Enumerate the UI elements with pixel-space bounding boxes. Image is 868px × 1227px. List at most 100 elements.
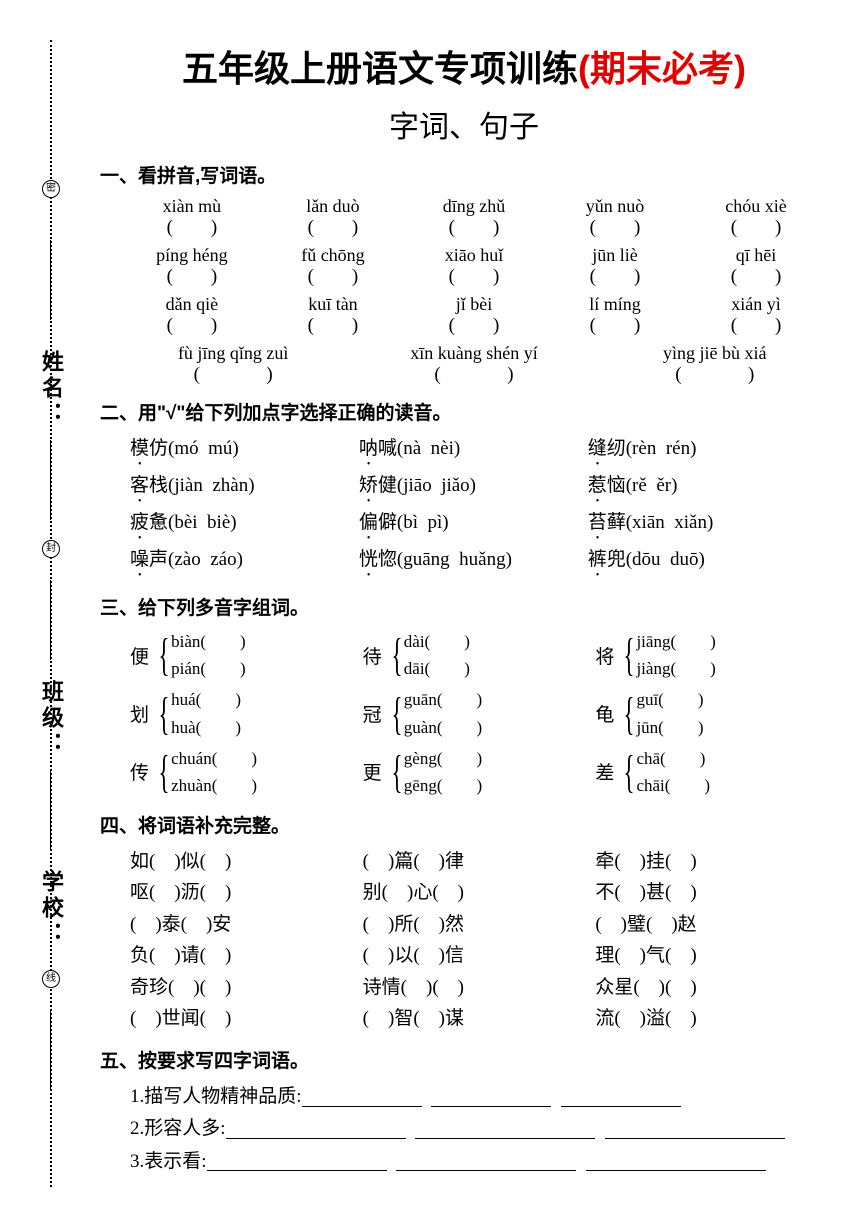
blank-line bbox=[396, 1153, 576, 1171]
pinyin: fù jīng qǐng zuì bbox=[130, 343, 336, 364]
fill-item: 牵( )挂( ) bbox=[595, 846, 828, 877]
blank: ( ) bbox=[130, 364, 336, 386]
poly-reading: dài( ) bbox=[404, 628, 470, 655]
seal-mi: 密 bbox=[42, 180, 60, 198]
poly-group: 冠{guān( )guàn( ) bbox=[363, 686, 596, 740]
blank: ( ) bbox=[130, 217, 254, 239]
blank-line bbox=[302, 1089, 422, 1107]
write-label: 3.表示看: bbox=[130, 1151, 207, 1172]
pinyin: lǎn duò bbox=[271, 196, 395, 217]
fill-item: ( )智( )谋 bbox=[363, 1003, 596, 1034]
pinyin: xiàn mù bbox=[130, 196, 254, 217]
poly-reading: chā( ) bbox=[636, 745, 710, 772]
blank-line bbox=[561, 1089, 681, 1107]
poly-char: 待 bbox=[363, 642, 382, 669]
fill-item: ( )璧( )赵 bbox=[595, 909, 828, 940]
choice-item: 模仿(mó mú) bbox=[130, 433, 359, 470]
blank: ( ) bbox=[412, 266, 536, 288]
poly-group: 将{jiāng( )jiàng( ) bbox=[595, 628, 828, 682]
paren-row: ( ) ( ) ( ) ( ) ( ) bbox=[100, 217, 828, 239]
brace-icon: { bbox=[159, 634, 170, 675]
poly-readings: jiāng( )jiàng( ) bbox=[636, 628, 715, 682]
write-label: 2.形容人多: bbox=[130, 1118, 226, 1139]
fill-item: 不( )甚( ) bbox=[595, 877, 828, 908]
choice-item: 呐喊(nà nèi) bbox=[359, 433, 588, 470]
label-name: 姓名： bbox=[35, 350, 67, 428]
choice-row: 噪声(zào záo)恍惚(guāng huǎng)裤兜(dōu duō) bbox=[100, 544, 828, 581]
poly-reading: huá( ) bbox=[171, 686, 241, 713]
brace-icon: { bbox=[391, 751, 402, 792]
fill-item: 众星( )( ) bbox=[595, 972, 828, 1003]
section4-body: 如( )似( )( )篇( )律牵( )挂( )呕( )沥( )别( )心( )… bbox=[100, 846, 828, 1034]
poly-reading: chāi( ) bbox=[636, 772, 710, 799]
blank-line bbox=[207, 1153, 387, 1171]
fill-item: 奇珍( )( ) bbox=[130, 972, 363, 1003]
blank: ( ) bbox=[694, 217, 818, 239]
page-subtitle: 字词、句子 bbox=[100, 102, 828, 146]
poly-char: 便 bbox=[130, 642, 149, 669]
blank: ( ) bbox=[553, 266, 677, 288]
section4-title: 四、将词语补充完整。 bbox=[100, 811, 828, 838]
brace-icon: { bbox=[391, 634, 402, 675]
write-row: 3.表示看: bbox=[100, 1146, 828, 1178]
pinyin: yǔn nuò bbox=[553, 196, 677, 217]
poly-char: 差 bbox=[595, 758, 614, 785]
poly-char: 更 bbox=[363, 758, 382, 785]
fill-item: ( )世闻( ) bbox=[130, 1003, 363, 1034]
blank: ( ) bbox=[371, 364, 577, 386]
poly-reading: gèng( ) bbox=[404, 745, 482, 772]
brace-icon: { bbox=[159, 751, 170, 792]
blank: ( ) bbox=[553, 217, 677, 239]
poly-reading: huà( ) bbox=[171, 714, 241, 741]
poly-char: 划 bbox=[130, 700, 149, 727]
label-class: 班级： bbox=[35, 680, 67, 758]
choice-item: 裤兜(dōu duō) bbox=[588, 544, 828, 581]
poly-row: 便{biàn( )pián( )待{dài( )dāi( )将{jiāng( )… bbox=[100, 628, 828, 682]
brace-icon: { bbox=[624, 634, 635, 675]
poly-reading: dāi( ) bbox=[404, 655, 470, 682]
seal-feng: 封 bbox=[42, 540, 60, 558]
fill-item: 诗情( )( ) bbox=[363, 972, 596, 1003]
poly-group: 龟{guī( )jūn( ) bbox=[595, 686, 828, 740]
fill-item: 别( )心( ) bbox=[363, 877, 596, 908]
vline-2 bbox=[50, 440, 51, 520]
choice-item: 噪声(zào záo) bbox=[130, 544, 359, 581]
poly-reading: guī( ) bbox=[636, 686, 703, 713]
poly-readings: gèng( )gēng( ) bbox=[404, 745, 482, 799]
title-main: 五年级上册语文专项训练 bbox=[182, 48, 578, 89]
poly-char: 冠 bbox=[363, 700, 382, 727]
fill-item: ( )所( )然 bbox=[363, 909, 596, 940]
pinyin: yìng jiē bù xiá bbox=[612, 343, 818, 364]
poly-reading: zhuàn( ) bbox=[171, 772, 257, 799]
poly-readings: chuán( )zhuàn( ) bbox=[171, 745, 257, 799]
section2-body: 模仿(mó mú)呐喊(nà nèi)缝纫(rèn rén)客栈(jiàn zh… bbox=[100, 433, 828, 581]
fill-item: 如( )似( ) bbox=[130, 846, 363, 877]
choice-item: 恍惚(guāng huǎng) bbox=[359, 544, 588, 581]
content: 五年级上册语文专项训练(期末必考) 字词、句子 一、看拼音,写词语。 xiàn … bbox=[100, 40, 828, 1178]
fill-item: 呕( )沥( ) bbox=[130, 877, 363, 908]
poly-readings: guī( )jūn( ) bbox=[636, 686, 703, 740]
brace-icon: { bbox=[624, 751, 635, 792]
poly-reading: pián( ) bbox=[171, 655, 246, 682]
blank: ( ) bbox=[130, 266, 254, 288]
poly-group: 更 {gèng( )gēng( ) bbox=[363, 745, 596, 799]
choice-item: 惹恼(rě ěr) bbox=[588, 470, 828, 507]
poly-readings: huá( )huà( ) bbox=[171, 686, 241, 740]
fill-row: 如( )似( )( )篇( )律牵( )挂( ) bbox=[100, 846, 828, 877]
pinyin-row-3: dǎn qiè kuī tàn jǐ bèi lí míng xián yì bbox=[100, 294, 828, 315]
fill-row: 奇珍( )( )诗情( )( )众星( )( ) bbox=[100, 972, 828, 1003]
pinyin: lí míng bbox=[553, 294, 677, 315]
section5-title: 五、按要求写四字词语。 bbox=[100, 1046, 828, 1073]
pinyin: qī hēi bbox=[694, 245, 818, 266]
poly-row: 划{huá( )huà( )冠{guān( )guàn( )龟{guī( )jū… bbox=[100, 686, 828, 740]
vline-5 bbox=[50, 1010, 51, 1090]
poly-reading: chuán( ) bbox=[171, 745, 257, 772]
blank-line bbox=[605, 1121, 785, 1139]
fill-item: ( )泰( )安 bbox=[130, 909, 363, 940]
pinyin: jǐ bèi bbox=[412, 294, 536, 315]
vline-1 bbox=[50, 240, 51, 320]
blank-line bbox=[431, 1089, 551, 1107]
choice-item: 客栈(jiàn zhàn) bbox=[130, 470, 359, 507]
pinyin: jūn liè bbox=[553, 245, 677, 266]
blank: ( ) bbox=[130, 315, 254, 337]
